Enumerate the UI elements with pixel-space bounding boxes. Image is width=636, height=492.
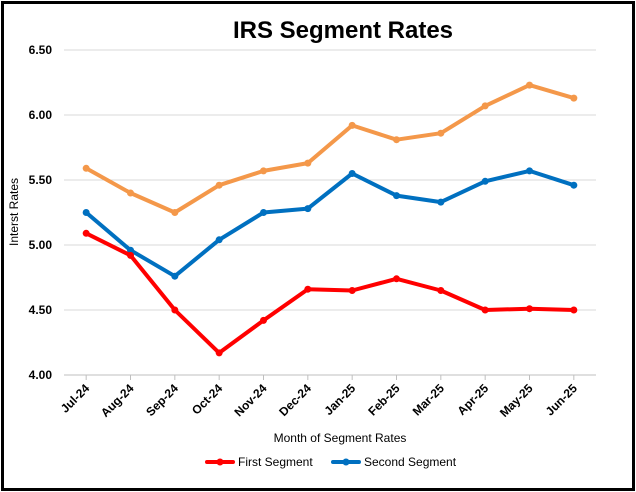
x-tick-label: Jun-25 — [543, 381, 580, 418]
data-point — [570, 181, 578, 189]
y-tick-label: 6.50 — [29, 43, 53, 57]
data-point — [437, 287, 445, 294]
x-tick-label: Sep-24 — [143, 381, 181, 419]
data-point — [437, 129, 445, 137]
legend: First Segment Second Segment — [205, 455, 457, 469]
data-point — [127, 189, 134, 197]
data-point — [526, 81, 533, 89]
x-tick-label: Jul-24 — [58, 381, 93, 416]
data-point — [348, 287, 356, 294]
x-tick-label: Apr-25 — [455, 381, 492, 418]
data-point — [348, 121, 356, 129]
x-tick-label: May-25 — [497, 381, 536, 420]
x-tick-labels: Jul-24 Aug-24 Sep-24 Oct-24 Nov-24 Dec-24 Jan-… — [58, 375, 580, 420]
data-point — [304, 205, 312, 213]
data-point — [526, 167, 533, 175]
data-point — [526, 305, 533, 313]
data-point — [215, 349, 223, 357]
data-point — [304, 159, 312, 167]
data-point — [348, 170, 356, 177]
data-point — [481, 306, 489, 314]
data-point — [82, 229, 90, 237]
data-point — [171, 306, 179, 314]
series-line-2 — [84, 83, 576, 215]
x-axis-label: Month of Segment Rates — [274, 431, 407, 445]
y-tick-labels: 4.00 4.50 5.00 5.50 6.00 6.50 — [29, 43, 53, 382]
data-point — [260, 209, 267, 216]
legend-marker — [342, 458, 350, 466]
x-tick-label: Jan-25 — [321, 381, 358, 418]
legend-marker — [216, 458, 224, 466]
data-point — [570, 306, 578, 314]
data-point — [127, 251, 134, 259]
legend-label: Second Segment — [364, 455, 457, 469]
data-point — [393, 192, 400, 200]
x-tick-label: Nov-24 — [231, 381, 269, 419]
y-tick-label: 6.00 — [29, 108, 53, 122]
data-point — [82, 164, 90, 172]
x-tick-label: Aug-24 — [98, 381, 137, 420]
data-point — [215, 236, 223, 244]
series-group — [82, 81, 578, 357]
data-point — [260, 167, 267, 175]
y-tick-label: 5.50 — [29, 173, 53, 187]
legend-label: First Segment — [238, 455, 313, 469]
y-tick-label: 4.50 — [29, 303, 53, 317]
data-point — [304, 285, 312, 293]
y-axis-label: Interst Rates — [7, 178, 21, 246]
x-tick-label: Oct-24 — [189, 381, 226, 418]
data-point — [260, 316, 267, 324]
y-tick-label: 4.00 — [29, 368, 53, 382]
data-point — [393, 136, 400, 144]
gridlines — [64, 49, 596, 376]
series-line-0 — [84, 231, 576, 355]
x-tick-label: Feb-25 — [365, 381, 402, 418]
data-point — [393, 275, 400, 283]
data-point — [127, 246, 134, 254]
data-point — [437, 198, 445, 206]
x-tick-label: Mar-25 — [410, 381, 447, 418]
data-point — [481, 102, 489, 110]
series-line-1 — [84, 168, 576, 279]
data-point — [82, 209, 90, 216]
chart-title: IRS Segment Rates — [233, 17, 453, 44]
data-point — [171, 272, 179, 280]
data-point — [570, 94, 578, 102]
data-point — [215, 181, 223, 189]
data-point — [481, 177, 489, 185]
y-tick-label: 5.00 — [29, 238, 53, 252]
data-point — [171, 209, 179, 216]
x-tick-label: Dec-24 — [276, 381, 314, 419]
